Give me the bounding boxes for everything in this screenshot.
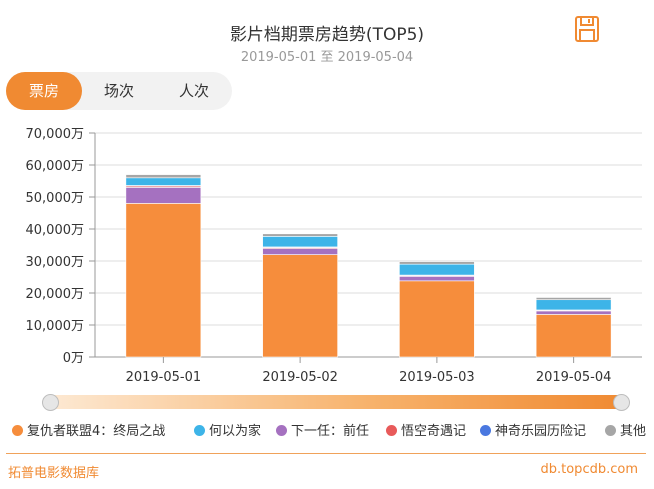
chart-title: 影片档期票房趋势(TOP5) [229, 25, 425, 45]
legend-dot-icon [480, 425, 491, 436]
tab-screenings[interactable]: 场次 [103, 82, 134, 100]
bar-segment [399, 261, 475, 265]
date-range: 2019-05-01 至 2019-05-04 [240, 50, 414, 65]
legend-dot-icon [194, 425, 205, 436]
tab-box-office[interactable]: 票房 [6, 72, 82, 110]
legend-dot-icon [276, 425, 287, 436]
bar-segment [262, 236, 338, 248]
x-tick-label: 2019-05-04 [536, 370, 612, 385]
bar-segment [535, 310, 612, 315]
y-tick-label: 10,000万 [26, 319, 85, 334]
y-tick-label: 60,000万 [26, 159, 85, 174]
bar-segment [262, 233, 338, 237]
bar-segment [262, 254, 338, 358]
legend-dot-icon [12, 425, 23, 436]
legend-item-avengers[interactable]: 复仇者联盟4：终局之战 [12, 422, 165, 442]
stacked-bar-chart: 0万 10,000万 20,000万 30,000万 40,000万 50,000万 60,… [26, 127, 642, 385]
legend-dot-icon [605, 425, 616, 436]
zoom-handle-end[interactable] [613, 394, 630, 411]
legend-item-wukong[interactable]: 悟空奇遇记 [386, 422, 466, 442]
x-tick-label: 2019-05-03 [399, 370, 475, 385]
y-tick-label: 50,000万 [26, 191, 85, 206]
bar-segment [399, 263, 475, 276]
y-tick-label: 70,000万 [26, 127, 85, 142]
legend-item-others[interactable]: 其他 [605, 422, 646, 442]
x-tick-label: 2019-05-01 [126, 370, 202, 385]
legend-item-wonder-park[interactable]: 神奇乐园历险记 [480, 422, 586, 442]
bar-segment [125, 187, 202, 204]
tab-admissions[interactable]: 人次 [178, 82, 209, 100]
bar-segment [125, 203, 202, 358]
y-tick-label: 40,000万 [26, 223, 85, 238]
y-tick-label: 20,000万 [26, 287, 85, 302]
zoom-slider[interactable] [42, 394, 630, 411]
zoom-slider-track[interactable] [48, 395, 624, 409]
bar-segment [535, 299, 612, 311]
bar-segment [125, 174, 202, 179]
y-tick-label: 30,000万 [26, 255, 85, 270]
legend-item-capernaum[interactable]: 何以为家 [194, 422, 261, 442]
bar-segment [399, 280, 475, 358]
bar-segment [535, 314, 612, 358]
metric-tabs: 票房 场次 人次 [6, 72, 232, 110]
x-tick-label: 2019-05-02 [262, 370, 338, 385]
bar-segment [125, 177, 202, 186]
bar-segment [535, 297, 612, 301]
y-tick-label: 0万 [63, 351, 84, 366]
legend: 复仇者联盟4：终局之战 何以为家 下一任：前任 悟空奇遇记 神奇乐园历险记 其他 [12, 422, 654, 442]
footer-divider [6, 453, 646, 454]
zoom-handle-start[interactable] [42, 394, 59, 411]
footer-site-link[interactable]: db.topcdb.com [540, 462, 639, 477]
footer-brand: 拓普电影数据库 [8, 466, 100, 481]
save-icon[interactable] [574, 15, 600, 43]
legend-dot-icon [386, 425, 397, 436]
legend-item-ex-next[interactable]: 下一任：前任 [276, 422, 369, 442]
bar-segment [399, 276, 475, 282]
bar-segment [262, 248, 338, 255]
